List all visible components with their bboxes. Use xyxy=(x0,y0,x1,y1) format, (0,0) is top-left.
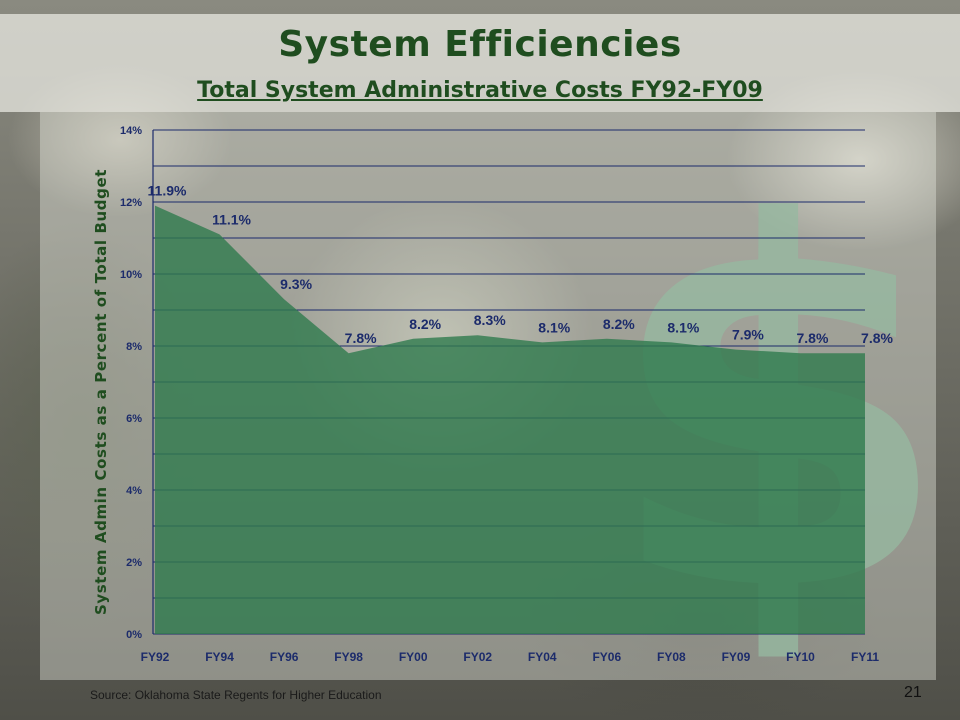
x-tick-label: FY94 xyxy=(205,650,234,664)
x-tick-label: FY96 xyxy=(270,650,299,664)
y-tick-label: 2% xyxy=(126,557,142,569)
data-label: 7.9% xyxy=(732,327,764,343)
y-axis-label: System Admin Costs as a Percent of Total… xyxy=(92,169,110,615)
slide-subtitle: Total System Administrative Costs FY92-F… xyxy=(197,78,763,103)
y-tick-label: 6% xyxy=(126,413,142,425)
y-tick-label: 14% xyxy=(120,125,142,137)
page-number: 21 xyxy=(904,684,922,701)
y-tick-label: 10% xyxy=(120,269,142,281)
data-label: 8.2% xyxy=(409,316,441,332)
y-tick-label: 12% xyxy=(120,197,142,209)
data-label: 8.1% xyxy=(538,319,570,335)
data-label: 11.9% xyxy=(148,183,187,199)
data-label: 8.3% xyxy=(474,312,506,328)
source-note: Source: Oklahoma State Regents for Highe… xyxy=(90,688,382,702)
data-label: 9.3% xyxy=(280,276,312,292)
data-label: 11.1% xyxy=(212,211,251,227)
x-tick-label: FY04 xyxy=(528,650,557,664)
area-series xyxy=(155,205,865,634)
x-tick-label: FY00 xyxy=(399,650,428,664)
x-axis-ticks: FY92 FY94 FY96 FY98 FY00 FY02 FY04 FY06 FY08 FY09… xyxy=(141,650,880,664)
x-tick-label: FY92 xyxy=(141,650,170,664)
area-fill xyxy=(155,205,865,634)
x-tick-label: FY98 xyxy=(334,650,363,664)
y-tick-label: 4% xyxy=(126,485,142,497)
data-label: 7.8% xyxy=(796,330,828,346)
x-tick-label: FY02 xyxy=(463,650,492,664)
x-tick-label: FY10 xyxy=(786,650,815,664)
x-tick-label: FY09 xyxy=(722,650,751,664)
x-tick-label: FY11 xyxy=(851,650,879,664)
x-tick-label: FY06 xyxy=(592,650,621,664)
data-label: 8.1% xyxy=(667,319,699,335)
slide-title: System Efficiencies xyxy=(278,24,682,65)
y-axis-ticks: 0% 2% 4% 6% 8% 10% 12% 14% xyxy=(120,125,142,641)
x-tick-label: FY08 xyxy=(657,650,686,664)
title-band xyxy=(0,14,960,112)
data-label: 7.8% xyxy=(345,330,377,346)
data-labels: 11.9% 11.1% 9.3% 7.8% 8.2% 8.3% 8.1% 8.2% 8.1% 7.… xyxy=(148,183,894,347)
data-label: 8.2% xyxy=(603,316,635,332)
data-label: 7.8% xyxy=(861,330,893,346)
y-tick-label: 8% xyxy=(126,341,142,353)
y-tick-label: 0% xyxy=(126,629,142,641)
